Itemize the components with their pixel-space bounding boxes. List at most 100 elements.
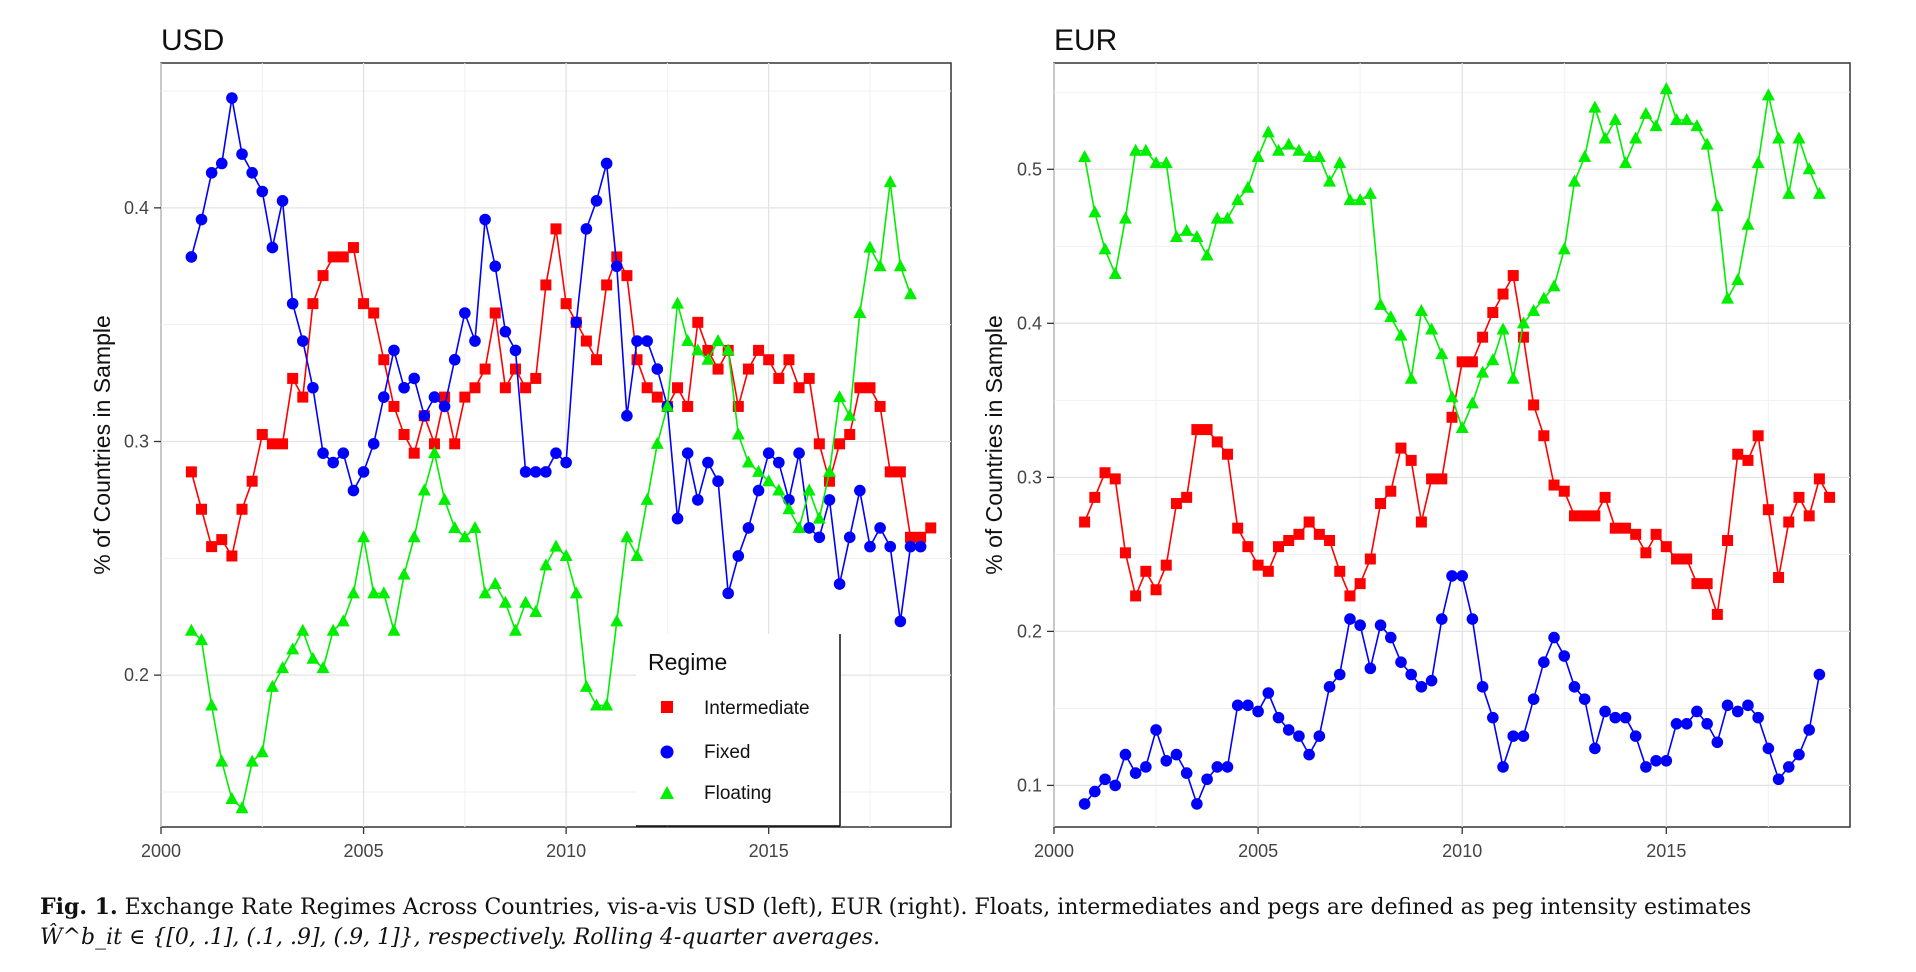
data-point-fixed: [1293, 730, 1305, 742]
data-point-intermediate: [1466, 356, 1478, 368]
data-point-floating: [539, 558, 553, 571]
legend-marker-fixed: [660, 745, 674, 759]
data-point-intermediate: [1497, 288, 1509, 300]
data-point-intermediate: [682, 400, 694, 412]
y-tick-label: 0.4: [1017, 313, 1042, 333]
data-point-fixed: [529, 466, 542, 478]
data-point-fixed: [357, 466, 370, 478]
data-point-floating: [1506, 371, 1520, 384]
data-point-floating: [1159, 156, 1173, 169]
data-point-intermediate: [1538, 430, 1550, 442]
data-point-fixed: [1221, 761, 1234, 773]
data-point-fixed: [1119, 748, 1132, 761]
data-point-fixed: [1405, 668, 1417, 681]
data-point-fixed: [205, 167, 218, 179]
data-point-fixed: [307, 381, 319, 394]
data-point-floating: [326, 623, 340, 636]
axis-ticks: 2000 2005 2010 2015 0.1 0.2 0.3 0.4 0.5: [1017, 159, 1686, 861]
data-point-floating: [681, 334, 695, 347]
data-point-fixed: [1609, 711, 1622, 724]
data-point-intermediate: [398, 428, 410, 440]
data-point-floating: [1333, 156, 1347, 169]
legend-label-intermediate: Intermediate: [704, 698, 810, 719]
data-point-fixed: [651, 363, 664, 375]
data-point-floating: [498, 595, 512, 608]
data-point-intermediate: [307, 298, 319, 310]
data-point-intermediate: [1732, 448, 1744, 460]
data-point-intermediate: [408, 447, 420, 459]
data-point-intermediate: [1211, 436, 1223, 448]
data-point-floating: [184, 623, 198, 636]
data-point-intermediate: [925, 522, 937, 534]
data-point-floating: [1741, 217, 1755, 230]
data-point-fixed: [1711, 736, 1724, 749]
data-point-floating: [1169, 230, 1183, 243]
data-point-intermediate: [621, 270, 633, 282]
data-point-fixed: [803, 522, 816, 534]
data-point-floating: [1363, 186, 1377, 199]
data-point-floating: [1312, 149, 1326, 162]
data-point-floating: [853, 305, 867, 318]
data-point-fixed: [1670, 717, 1683, 730]
data-point-intermediate: [1803, 510, 1815, 522]
data-point-fixed: [1374, 619, 1387, 632]
data-point-intermediate: [1579, 510, 1591, 522]
data-point-intermediate: [1079, 516, 1091, 528]
data-point-intermediate: [327, 251, 339, 263]
data-point-intermediate: [1385, 485, 1397, 497]
data-point-intermediate: [1334, 565, 1346, 577]
data-point-intermediate: [1446, 411, 1458, 423]
grid: [1053, 63, 1850, 827]
data-point-floating: [660, 399, 674, 412]
data-point-fixed: [1180, 767, 1193, 779]
data-point-fixed: [428, 391, 441, 403]
data-point-floating: [752, 464, 766, 477]
data-point-intermediate: [1313, 528, 1325, 540]
data-point-fixed: [337, 447, 350, 459]
data-point-fixed: [1262, 687, 1275, 699]
data-point-fixed: [570, 316, 583, 329]
data-point-intermediate: [1109, 473, 1121, 485]
panel-title: USD: [161, 24, 224, 57]
data-point-intermediate: [1507, 270, 1519, 282]
x-tick-label: 2010: [1442, 841, 1482, 861]
data-point-intermediate: [530, 372, 542, 384]
data-point-intermediate: [1762, 504, 1774, 516]
data-point-fixed: [1099, 773, 1111, 786]
data-point-intermediate: [1415, 516, 1427, 528]
data-point-floating: [903, 287, 917, 300]
data-point-intermediate: [1517, 331, 1529, 343]
data-point-intermediate: [317, 270, 329, 282]
data-point-floating: [1598, 131, 1612, 144]
x-tick-label: 2000: [141, 841, 181, 861]
data-point-intermediate: [1671, 553, 1683, 565]
data-point-floating: [1557, 242, 1571, 255]
data-point-intermediate: [712, 363, 724, 375]
data-point-fixed: [296, 335, 309, 347]
data-point-fixed: [398, 381, 410, 394]
data-point-fixed: [540, 466, 552, 478]
data-point-fixed: [388, 344, 400, 357]
data-point-fixed: [1333, 668, 1346, 681]
data-point-fixed: [1476, 681, 1489, 693]
data-point-intermediate: [560, 298, 572, 310]
data-point-fixed: [1558, 650, 1571, 662]
data-point-fixed: [1589, 742, 1601, 755]
data-point-floating: [883, 175, 897, 188]
data-point-floating: [1261, 125, 1275, 138]
x-tick-label: 2010: [546, 841, 586, 861]
data-point-intermediate: [1783, 516, 1795, 528]
y-tick-label: 0.2: [124, 665, 149, 685]
data-point-intermediate: [884, 466, 896, 478]
data-point-intermediate: [256, 428, 268, 440]
data-point-intermediate: [601, 279, 613, 291]
data-point-floating: [1527, 303, 1541, 316]
data-point-fixed: [1191, 798, 1203, 810]
data-point-intermediate: [783, 354, 795, 366]
data-point-floating: [417, 483, 431, 496]
data-point-floating: [316, 661, 330, 674]
data-point-fixed: [621, 409, 633, 422]
data-point-fixed: [1599, 705, 1611, 718]
data-point-fixed: [1150, 724, 1162, 736]
data-point-fixed: [854, 484, 866, 497]
